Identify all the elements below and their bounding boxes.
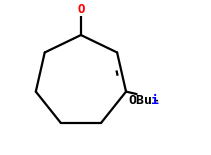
Text: i: i [150,94,158,107]
Text: OBu-: OBu- [128,94,160,107]
Text: O: O [77,2,85,16]
